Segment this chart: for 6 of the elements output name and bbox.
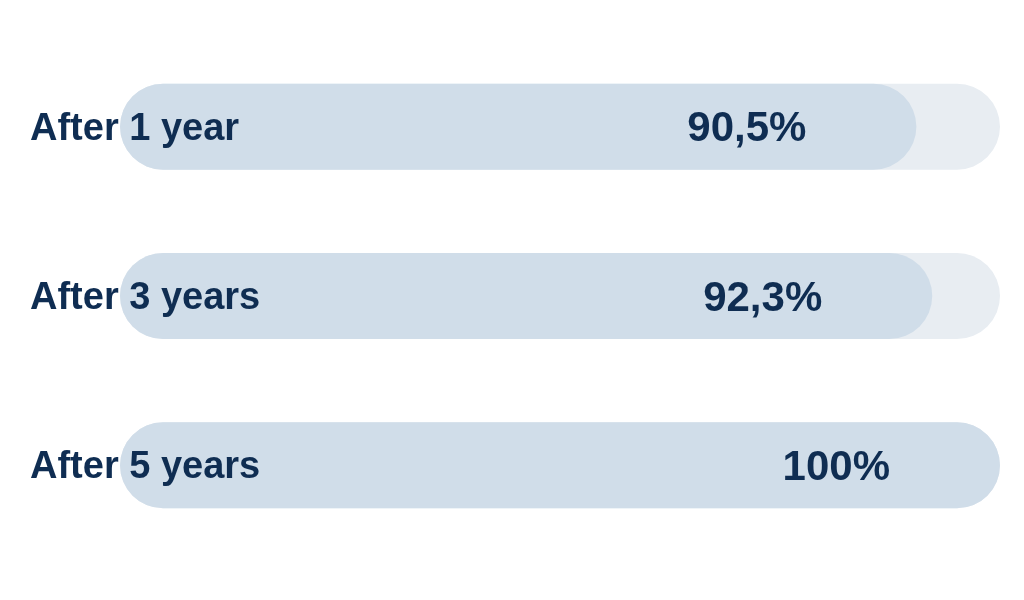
y-tick-label: After 1 year — [30, 105, 240, 148]
data-label: 100% — [782, 441, 890, 489]
data-label: 92,3% — [703, 272, 823, 320]
y-tick-label: After 3 years — [30, 275, 261, 317]
y-tick-label: After 5 years — [30, 444, 261, 487]
data-label: 90,5% — [687, 103, 807, 151]
